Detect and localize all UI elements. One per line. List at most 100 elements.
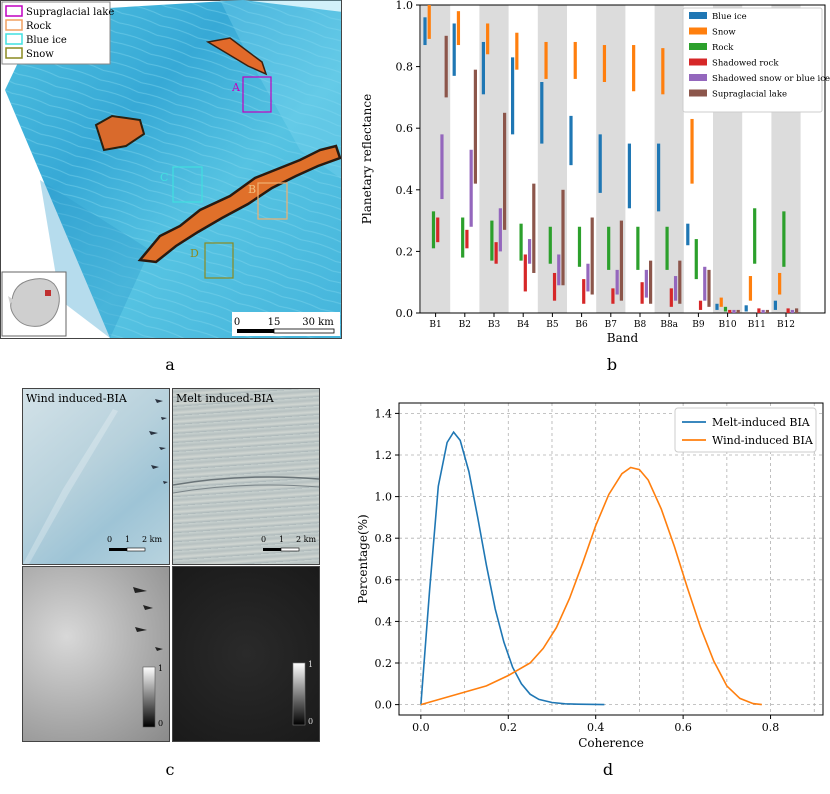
bar-shadowed-snow-or-blue-ice-B3 [498,208,502,252]
chart-b-xlabel: Band [607,331,639,345]
xtick-label-B8a: B8a [660,320,678,330]
bar-blue-ice-B3 [481,41,485,95]
bar-rock-B11 [753,208,757,264]
bar-rock-B8a [665,226,669,270]
legend-swatch-shadowed-rock [689,58,707,66]
chart-d-ylabel: Percentage(%) [356,514,370,603]
bar-supraglacial-lake-B3 [503,112,507,230]
bar-supraglacial-lake-B7 [619,220,623,301]
chart-d-frame [398,402,824,716]
bar-rock-B1 [431,211,436,249]
ytick-label: 0.4 [375,615,393,628]
panel-label-a: a [165,355,175,374]
xtick-label-B9: B9 [692,320,705,330]
bar-shadowed-snow-or-blue-ice-B10 [732,309,736,313]
line-melt-induced-bia [420,430,605,706]
panel-label-d: d [602,760,614,779]
bar-supraglacial-lake-B12 [795,308,799,313]
bar-rock-B3 [490,220,494,261]
ytick-label: 0.8 [396,61,414,74]
bar-blue-ice-B4 [511,57,515,135]
chart-b-legend: Blue ice Snow Rock Shadowed rock Shadowed sn… [682,7,830,113]
bar-snow-B12 [778,272,782,295]
bar-shadowed-snow-or-blue-ice-B6 [586,263,590,292]
wind-bia-optical-image: Wind induced-BIA 0 1 2 km [22,388,170,565]
bar-supraglacial-lake-B9 [707,269,711,307]
bar-shadowed-rock-B8 [640,282,644,304]
bar-shadowed-rock-B6 [582,279,586,304]
xtick-label-B3: B3 [488,320,501,330]
bar-blue-ice-B2 [452,23,456,76]
bar-rock-B2 [461,217,465,258]
xtick-label-B1: B1 [429,320,441,330]
region-a-label: A [231,81,241,94]
region-a-box [242,76,272,113]
rock-outcrop-top [205,37,268,76]
bar-rock-B9 [694,239,698,280]
wind-colorbar-top: 1 [158,664,164,673]
xtick-label: 0.4 [587,721,605,734]
panel-label-c: c [165,760,175,779]
xtick-label: 0.6 [674,721,692,734]
ytick-label: 0.0 [396,307,414,320]
region-c-box [172,166,203,203]
region-d-label: D [190,247,199,260]
legend-swatch-shadowed-snow-or-blue-ice [689,74,707,81]
legend-swatch-supraglacial-lake [689,89,707,97]
xtick-label-B11: B11 [748,320,766,330]
map-svg: A B C D Supraglacial lake Rock Blue ice Sno… [0,0,342,339]
legend-swatch-1 [5,19,23,31]
bar-shadowed-snow-or-blue-ice-B11 [761,309,765,313]
bar-blue-ice-B12 [773,300,777,310]
ytick-label: 0.2 [396,245,414,258]
bar-supraglacial-lake-B6 [590,217,594,295]
legend-label-supraglacial-lake: Supraglacial lake [712,90,787,100]
xtick-label-B8: B8 [634,320,647,330]
wind-colorbar-bottom: 0 [158,719,164,728]
bar-supraglacial-lake-B8 [649,260,653,304]
xtick-label: 0.2 [500,721,517,734]
chart-b-frame [419,4,826,314]
bar-snow-B11 [748,276,753,301]
chart-b-legend-box [682,7,823,113]
legend-label-melt-induced-bia: Melt-induced BIA [712,416,811,429]
coherence-chart-svg: 0.0 0.2 0.4 0.6 0.8 0.0 0.2 0.4 0.6 0.8 1.0 1.2 1.4 C… [356,402,824,750]
bar-blue-ice-B6 [569,115,573,166]
ytick-label: 1.0 [375,491,393,504]
bar-snow-B6 [573,41,577,79]
bar-shadowed-snow-or-blue-ice-B1 [440,134,444,200]
map-legend: Supraglacial lake Rock Blue ice Snow [1,1,114,65]
legend-label-0: Supraglacial lake [26,7,114,18]
panel-d-coherence-chart: 0.0 0.2 0.4 0.6 0.8 0.0 0.2 0.4 0.6 0.8 1.0 1.2 1.4 C… [355,385,830,755]
melt-bia-coherence-image: 1 0 [172,566,320,742]
reflectance-chart-svg: 0.0 0.2 0.4 0.6 0.8 1.0 B1 B2 B3 B4 B5 B6 B7 B8 B8a B9 B… [360,0,830,345]
bar-shadowed-rock-B12 [786,308,790,313]
legend-label-snow: Snow [712,28,736,38]
xtick-label-B7: B7 [605,320,618,330]
legend-label-1: Rock [26,21,52,32]
wind-bia-coherence-image: 1 0 [22,566,170,742]
bar-shadowed-rock-B3 [494,242,498,264]
chart-d-xlabel: Coherence [578,736,644,750]
ytick-label: 1.2 [375,449,393,462]
panel-b-reflectance-chart: 0.0 0.2 0.4 0.6 0.8 1.0 B1 B2 B3 B4 B5 B6 B7 B8 B8a B9 B… [355,0,830,350]
xtick-label: 0.8 [762,721,780,734]
ytick-label: 0.4 [396,184,414,197]
legend-swatch-3 [5,47,23,59]
svg-text:30 km: 30 km [302,317,334,328]
bar-shadowed-rock-B2 [465,229,469,249]
region-c-label: C [160,171,168,184]
bar-shadowed-snow-or-blue-ice-B9 [703,266,707,301]
bar-blue-ice-B5 [540,82,544,144]
bar-snow-B7 [602,45,607,82]
xtick-label-B10: B10 [719,320,737,330]
legend-swatch-blue-ice [689,12,707,19]
bar-blue-ice-B9 [686,223,690,246]
bar-shadowed-snow-or-blue-ice-B5 [557,254,561,286]
ytick-label: 0.2 [375,657,393,670]
xtick-label-B6: B6 [575,320,588,330]
bar-supraglacial-lake-B1 [444,35,448,98]
bar-rock-B5 [548,226,552,264]
bar-supraglacial-lake-B5 [561,189,565,286]
bar-rock-B7 [607,226,611,270]
